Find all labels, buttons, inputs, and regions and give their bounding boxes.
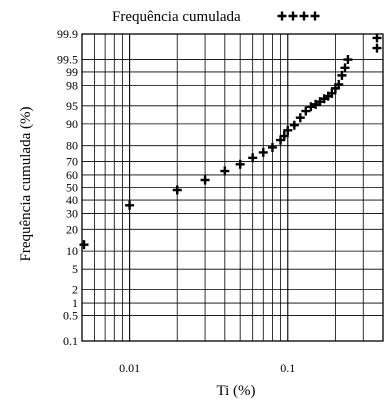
y-axis-title: Frequência cumulada (%) (18, 107, 34, 262)
y-tick-label: 70 (66, 154, 78, 168)
data-point (235, 159, 245, 169)
y-tick-label: 98 (66, 78, 78, 92)
legend-label: Frequência cumulada (112, 9, 241, 25)
data-point (248, 153, 258, 163)
y-tick-label: 30 (66, 207, 78, 221)
y-tick-label: 99.5 (57, 53, 78, 67)
y-tick-label: 95 (66, 99, 78, 113)
data-point (283, 125, 293, 135)
y-tick-label: 20 (66, 222, 78, 236)
plot-frame (81, 33, 384, 342)
data-point (301, 106, 311, 116)
data-point (279, 131, 289, 141)
y-tick-label: 50 (66, 181, 78, 195)
data-point (343, 55, 353, 65)
x-axis-title: Ti (%) (216, 383, 255, 399)
y-tick-label: 5 (72, 262, 78, 276)
y-tick-label: 80 (66, 139, 78, 153)
legend-marker (310, 11, 320, 21)
data-points (79, 33, 382, 250)
data-point (125, 200, 135, 210)
legend-marker (299, 11, 309, 21)
data-point (220, 166, 230, 176)
y-tick-label: 99 (66, 65, 78, 79)
data-point (340, 63, 350, 73)
y-tick-label: 1 (72, 296, 78, 310)
y-tick-label: 2 (72, 283, 78, 297)
data-point (258, 147, 268, 157)
y-tick-label: 90 (66, 117, 78, 131)
axes (81, 33, 384, 342)
data-point (306, 102, 316, 112)
y-tick-label: 0.1 (63, 334, 78, 348)
data-point (327, 88, 337, 98)
data-point (289, 120, 299, 130)
data-point (172, 185, 182, 195)
legend: Frequência cumulada (112, 9, 320, 25)
data-point (200, 175, 210, 185)
data-point (334, 79, 344, 89)
y-tick-label: 40 (66, 193, 78, 207)
data-point (295, 113, 305, 123)
y-tick-label: 60 (66, 168, 78, 182)
x-tick-label: 0.01 (119, 361, 140, 375)
y-tick-label: 10 (66, 244, 78, 258)
y-tick-label: 99.9 (57, 27, 78, 41)
data-point (372, 33, 382, 43)
data-point (79, 240, 89, 250)
data-point (267, 142, 277, 152)
legend-marker (288, 11, 298, 21)
y-tick-label: 0.5 (63, 308, 78, 322)
data-point (372, 43, 382, 53)
legend-marker (277, 11, 287, 21)
x-tick-label: 0.1 (280, 361, 295, 375)
data-point (337, 70, 347, 80)
